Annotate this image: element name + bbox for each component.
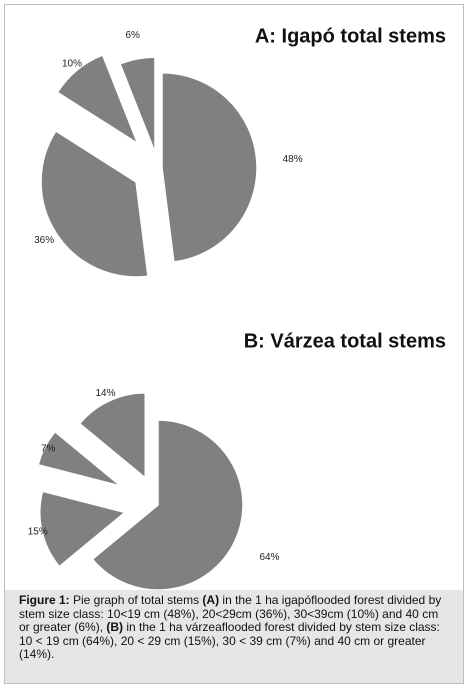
caption-text: in the 1 ha várzeaflooded forest divided… [19, 620, 440, 661]
chart-title: B: Várzea total stems [244, 330, 446, 352]
slice-label: 48% [283, 154, 303, 165]
pie-slice [56, 54, 140, 146]
slice-label: 7% [41, 444, 56, 455]
slice-label: 36% [34, 235, 54, 246]
pie-slice [37, 430, 122, 487]
charts: A: Igapó total stems B: Várzea total ste… [28, 25, 446, 590]
pie-slice [40, 129, 149, 278]
figure-frame [4, 4, 464, 684]
figure-caption: Figure 1: Pie graph of total stems (A) i… [5, 590, 463, 683]
pie-slice [161, 71, 258, 263]
pie-slice [119, 56, 156, 153]
caption-text: Pie graph of total stems [69, 593, 203, 607]
pie-slice [39, 490, 127, 568]
pie-slice [91, 419, 244, 590]
pie-slice [78, 392, 146, 480]
caption-bold: (B) [106, 620, 124, 634]
slice-label: 64% [260, 552, 280, 563]
caption-text: in the 1 ha igapóflooded forest divided … [19, 593, 442, 634]
chart-title: A: Igapó total stems [255, 25, 446, 47]
caption-bold: Figure 1: [19, 593, 70, 607]
slice-label: 15% [28, 527, 48, 538]
slice-label: 6% [125, 30, 140, 41]
caption-bold: (A) [202, 593, 220, 607]
slice-label: 14% [96, 388, 116, 399]
slice-label: 10% [62, 59, 82, 70]
